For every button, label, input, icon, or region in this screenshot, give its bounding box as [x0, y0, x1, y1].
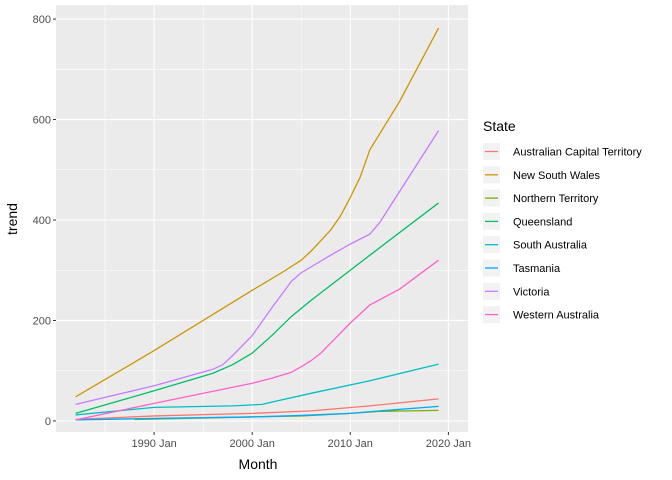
- legend-label-tasmania: Tasmania: [513, 263, 561, 275]
- series-line-tasmania: [75, 405, 439, 421]
- y-tick-label: 0: [45, 416, 51, 428]
- series-line-queensland: [75, 202, 439, 415]
- series-line-australian-capital-territory: [75, 398, 439, 421]
- y-tick-label: 600: [33, 115, 51, 127]
- series-line-victoria: [75, 130, 440, 406]
- x-tick-label: 2010 Jan: [328, 438, 373, 450]
- legend-label-northern-territory: Northern Territory: [513, 193, 599, 205]
- y-axis: 0 200 400 600 800: [33, 14, 56, 428]
- series-line-south-australia: [75, 363, 439, 416]
- legend-title: State: [483, 118, 516, 134]
- minor-gridlines: [56, 5, 468, 432]
- legend-label-western-australia: Western Australia: [513, 310, 600, 322]
- legend-label-south-australia: South Australia: [513, 240, 588, 252]
- y-tick-label: 400: [33, 215, 51, 227]
- legend: State Australian Capital Territory New So…: [483, 118, 642, 324]
- legend-label-new-south-wales: New South Wales: [513, 170, 601, 182]
- y-tick-label: 800: [33, 14, 51, 26]
- major-gridlines: [56, 5, 468, 432]
- x-axis: 1990 Jan 2000 Jan 2010 Jan 2020 Jan: [131, 432, 471, 450]
- y-tick-label: 200: [33, 315, 51, 327]
- x-tick-label: 2000 Jan: [230, 438, 275, 450]
- x-tick-label: 2020 Jan: [426, 438, 471, 450]
- legend-label-queensland: Queensland: [513, 216, 572, 228]
- y-axis-title: trend: [4, 203, 20, 235]
- series-lines: [75, 27, 440, 421]
- x-tick-label: 1990 Jan: [131, 438, 176, 450]
- series-line-western-australia: [75, 259, 439, 421]
- series-line-new-south-wales: [75, 27, 440, 398]
- x-axis-title: Month: [239, 456, 278, 472]
- legend-label-australian-capital-territory: Australian Capital Territory: [513, 147, 642, 159]
- legend-label-victoria: Victoria: [513, 286, 550, 298]
